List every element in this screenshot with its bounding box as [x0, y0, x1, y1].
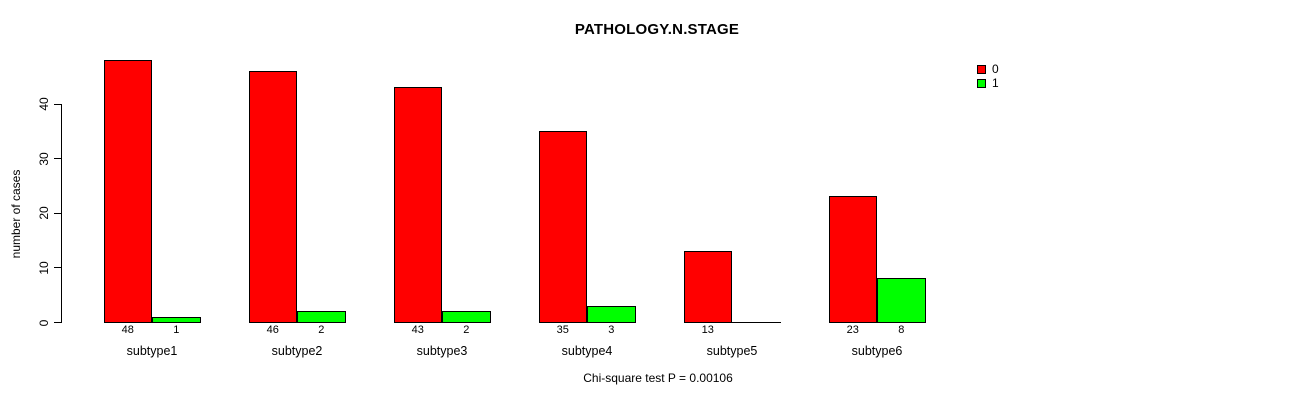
legend-label: 1	[992, 76, 999, 90]
y-tick-label: 20	[37, 206, 51, 221]
y-axis-title: number of cases	[9, 169, 23, 259]
bar	[103, 60, 152, 323]
bar	[248, 70, 297, 323]
bar-value-label: 13	[701, 324, 714, 336]
category-label: subtype1	[126, 344, 178, 358]
bar-zero-line	[732, 322, 781, 323]
category-label: subtype4	[561, 344, 613, 358]
bar-value-label: 8	[898, 324, 905, 336]
legend-swatch	[977, 64, 986, 74]
bar-value-label: 1	[173, 324, 180, 336]
category-label: subtype5	[706, 344, 758, 358]
bar	[587, 305, 636, 323]
bar-value-label: 3	[608, 324, 615, 336]
bar	[152, 316, 201, 323]
bar	[683, 251, 732, 323]
bar-value-label: 35	[556, 324, 569, 336]
bar	[828, 196, 877, 323]
y-tick	[54, 103, 62, 105]
y-tick-label: 0	[37, 319, 51, 326]
bar	[393, 87, 442, 323]
legend-item: 0	[977, 62, 999, 76]
category-label: subtype3	[416, 344, 468, 358]
bar-value-label: 46	[266, 324, 279, 336]
legend-swatch	[977, 78, 986, 88]
bar	[877, 278, 926, 323]
y-tick	[54, 158, 62, 160]
y-tick-label: 40	[37, 97, 51, 111]
y-tick	[54, 267, 62, 269]
footer-annotation: Chi-square test P = 0.00106	[583, 371, 733, 385]
bar-value-label: 2	[318, 324, 325, 336]
bar-value-label: 23	[846, 324, 859, 336]
bar	[538, 130, 587, 323]
bar-value-label: 48	[121, 324, 134, 336]
category-label: subtype2	[271, 344, 323, 358]
y-tick	[54, 212, 62, 214]
bar-value-label: 2	[463, 324, 470, 336]
legend-label: 0	[992, 62, 999, 76]
bar	[442, 311, 491, 323]
legend-item: 1	[977, 76, 999, 90]
bar	[297, 311, 346, 323]
y-tick-label: 30	[37, 152, 51, 166]
bar-value-label: 43	[411, 324, 424, 336]
y-tick-label: 10	[37, 261, 51, 275]
category-label: subtype6	[851, 344, 903, 358]
y-tick	[54, 322, 62, 323]
plot-title: PATHOLOGY.N.STAGE	[574, 21, 740, 38]
